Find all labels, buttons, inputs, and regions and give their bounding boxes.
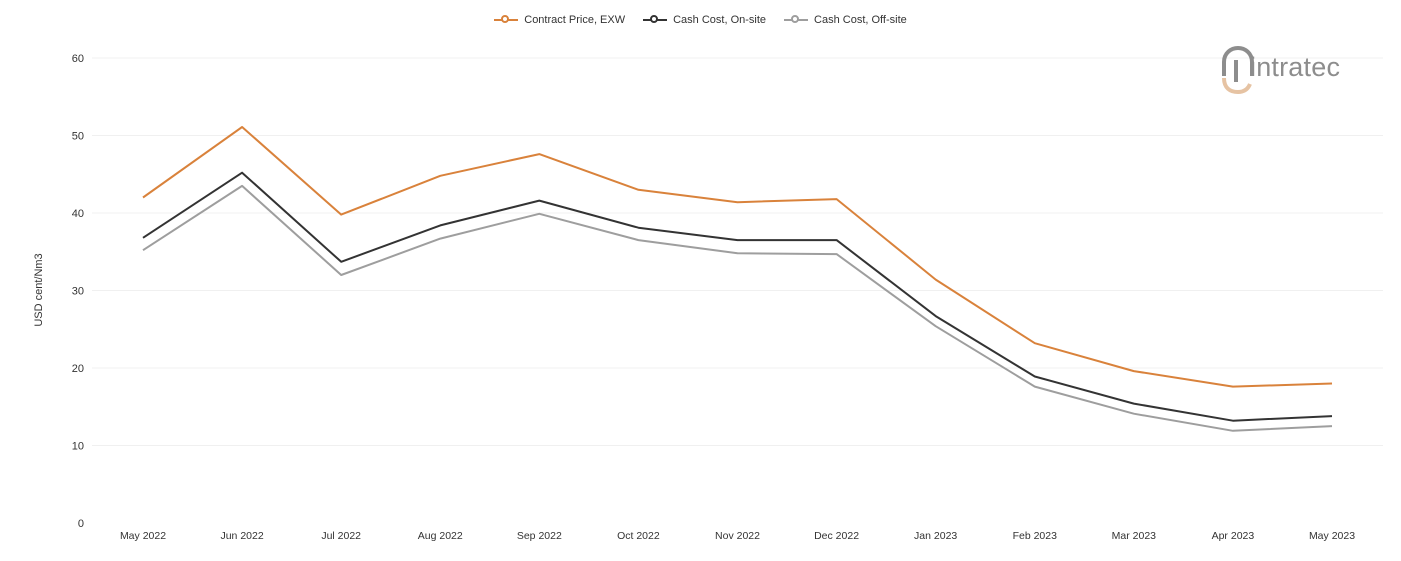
data-point[interactable] (137, 244, 149, 256)
x-tick-label: Jul 2022 (321, 530, 361, 542)
data-point[interactable] (732, 247, 744, 259)
x-tick-label: Dec 2022 (814, 530, 859, 542)
x-tick-label: Jan 2023 (914, 530, 957, 542)
series-line-cash-cost-off-site[interactable] (142, 184, 1333, 432)
data-point[interactable] (1128, 398, 1140, 410)
data-point[interactable] (1029, 337, 1041, 349)
data-point[interactable] (1029, 371, 1041, 383)
data-point[interactable] (434, 219, 446, 231)
data-point[interactable] (1227, 415, 1239, 427)
chart-legend: Contract Price, EXW Cash Cost, On-site C… (0, 14, 1401, 26)
legend-label-cash-cost-onsite: Cash Cost, On-site (673, 14, 767, 26)
legend-label-contract-price: Contract Price, EXW (524, 14, 626, 26)
x-tick-label: Mar 2023 (1112, 530, 1157, 542)
x-tick-label: Aug 2022 (418, 530, 463, 542)
data-point[interactable] (137, 232, 149, 244)
y-tick-label: 60 (72, 53, 84, 65)
y-tick-labels: 0 10 20 30 40 50 60 (72, 53, 84, 530)
legend-swatch-cash-cost-onsite (643, 14, 668, 26)
x-tick-label: Apr 2023 (1212, 530, 1255, 542)
data-point[interactable] (632, 234, 644, 246)
data-point[interactable] (137, 192, 149, 204)
data-point[interactable] (236, 167, 248, 179)
legend-swatch-contract-price (494, 14, 519, 26)
data-point[interactable] (335, 209, 347, 221)
legend-label-cash-cost-offsite: Cash Cost, Off-site (814, 14, 907, 26)
x-tick-label: Oct 2022 (617, 530, 660, 542)
data-point[interactable] (831, 248, 843, 260)
data-point[interactable] (732, 196, 744, 208)
data-point[interactable] (1227, 381, 1239, 393)
x-tick-label: Feb 2023 (1013, 530, 1058, 542)
legend-item-contract-price[interactable]: Contract Price, EXW (494, 14, 625, 26)
grid-lines (92, 57, 1383, 446)
series-line-cash-cost-on-site[interactable] (142, 171, 1333, 422)
series-lines (137, 121, 1338, 432)
data-point[interactable] (732, 234, 744, 246)
series-line-contract-price-exw[interactable] (142, 126, 1333, 388)
logo-text: intratec (1250, 52, 1341, 82)
legend-swatch-cash-cost-offsite (784, 14, 809, 26)
data-point[interactable] (236, 180, 248, 192)
data-point[interactable] (1326, 410, 1338, 422)
data-point[interactable] (434, 170, 446, 182)
x-tick-label: May 2023 (1309, 530, 1355, 542)
data-point[interactable] (930, 310, 942, 322)
y-tick-label: 40 (72, 208, 84, 220)
x-tick-labels: May 2022 Jun 2022 Jul 2022 Aug 2022 Sep 2022… (120, 530, 1355, 542)
logo-mark-icon (1222, 45, 1254, 95)
y-tick-label: 50 (72, 131, 84, 143)
x-tick-label: Nov 2022 (715, 530, 760, 542)
data-point[interactable] (1128, 365, 1140, 377)
y-tick-label: 10 (72, 441, 84, 453)
y-tick-label: 0 (78, 518, 84, 530)
y-tick-label: 20 (72, 363, 84, 375)
x-tick-label: Sep 2022 (517, 530, 562, 542)
intratec-logo: intratec (1220, 44, 1370, 96)
y-tick-label: 30 (72, 286, 84, 298)
data-point[interactable] (533, 208, 545, 220)
x-tick-label: Jun 2022 (220, 530, 263, 542)
data-point[interactable] (533, 195, 545, 207)
legend-item-cash-cost-offsite[interactable]: Cash Cost, Off-site (784, 14, 907, 26)
data-point[interactable] (236, 121, 248, 133)
data-point[interactable] (434, 233, 446, 245)
legend-item-cash-cost-onsite[interactable]: Cash Cost, On-site (643, 14, 766, 26)
data-point[interactable] (831, 234, 843, 246)
data-point[interactable] (930, 274, 942, 286)
data-point[interactable] (831, 193, 843, 205)
data-point[interactable] (335, 256, 347, 268)
data-point[interactable] (335, 269, 347, 281)
data-point[interactable] (533, 148, 545, 160)
data-point[interactable] (632, 222, 644, 234)
data-point[interactable] (1326, 378, 1338, 390)
data-point[interactable] (632, 184, 644, 196)
x-tick-label: May 2022 (120, 530, 166, 542)
